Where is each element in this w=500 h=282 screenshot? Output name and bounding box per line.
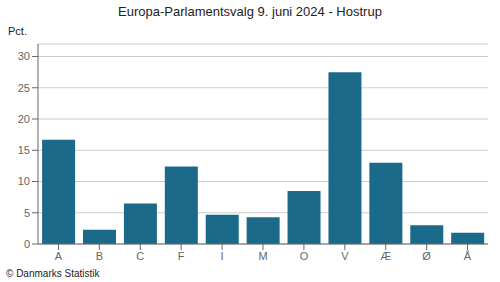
svg-text:15: 15 xyxy=(18,144,30,156)
html-text:© Danmarks Statistik: © Danmarks Statistik xyxy=(6,268,100,279)
svg-text:V: V xyxy=(341,250,349,262)
svg-text:A: A xyxy=(55,250,63,262)
svg-text:30: 30 xyxy=(18,50,30,62)
svg-text:I: I xyxy=(221,250,224,262)
svg-text:20: 20 xyxy=(18,113,30,125)
svg-text:C: C xyxy=(136,250,144,262)
svg-text:Ø: Ø xyxy=(422,250,431,262)
svg-text:F: F xyxy=(178,250,185,262)
svg-text:B: B xyxy=(96,250,103,262)
svg-text:25: 25 xyxy=(18,82,30,94)
svg-text:M: M xyxy=(258,250,267,262)
html-text:Pct.: Pct. xyxy=(8,25,27,37)
svg-text:O: O xyxy=(300,250,309,262)
svg-text:5: 5 xyxy=(24,207,30,219)
svg-text:10: 10 xyxy=(18,175,30,187)
svg-text:Å: Å xyxy=(464,250,472,262)
svg-text:Æ: Æ xyxy=(380,250,391,262)
svg-text:0: 0 xyxy=(24,238,30,250)
html-text:Europa-Parlamentsvalg 9. juni: Europa-Parlamentsvalg 9. juni 2024 - Hos… xyxy=(118,4,382,19)
